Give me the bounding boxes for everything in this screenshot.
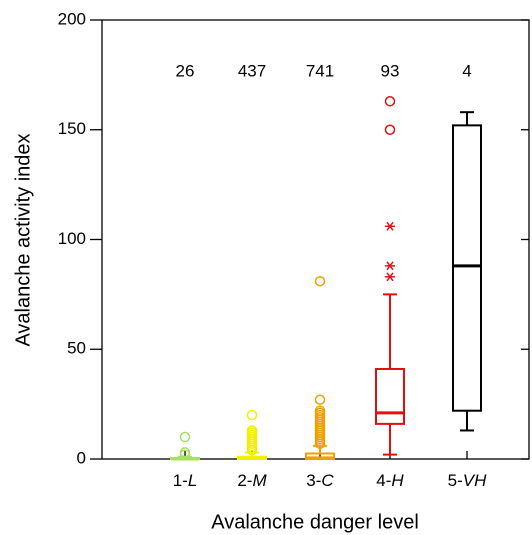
outlier: [384, 124, 396, 135]
x-tick-label-part: 4-: [376, 471, 391, 490]
x-tick-label: 4-H: [376, 471, 404, 490]
extreme-outlier: [385, 272, 395, 282]
count-label: 93: [381, 61, 400, 80]
y-tick-label: 200: [58, 9, 86, 28]
extreme-outlier: [385, 261, 395, 271]
extreme-outlier: [385, 221, 395, 231]
outlier: [314, 394, 326, 405]
x-tick-label: 2-M: [237, 471, 267, 490]
count-label: 26: [176, 61, 195, 80]
outlier: [246, 444, 258, 456]
extreme-stroke: [386, 272, 394, 282]
x-tick-label: 1-L: [173, 471, 198, 490]
outlier: [179, 449, 191, 460]
x-tick-label-part: 5-: [448, 471, 463, 490]
x-axis-title: Avalanche danger level: [211, 511, 419, 533]
outlier: [314, 438, 326, 449]
x-tick-label-part: 2-: [237, 471, 252, 490]
outlier: [246, 409, 258, 421]
extreme-stroke: [386, 261, 394, 271]
y-axis-title: Avalanche activity index: [12, 133, 34, 346]
y-tick-label: 0: [77, 448, 86, 467]
count-label: 437: [238, 61, 266, 80]
plot-frame: [101, 19, 530, 460]
count-label: 4: [462, 61, 471, 80]
x-tick-label-part: L: [188, 471, 197, 490]
box: [375, 368, 405, 425]
y-tick-label: 50: [67, 339, 86, 358]
box: [452, 124, 482, 412]
y-tick-label: 150: [58, 119, 86, 138]
x-tick-label-part: C: [321, 471, 334, 490]
outlier: [314, 275, 326, 287]
x-tick-label-part: 1-: [173, 471, 188, 490]
count-label: 741: [306, 61, 334, 80]
x-tick-label-part: 3-: [306, 471, 321, 490]
x-tick-label-part: M: [252, 471, 267, 490]
x-tick-label: 5-VH: [448, 471, 487, 490]
x-tick-label: 3-C: [306, 471, 334, 490]
extreme-stroke: [386, 221, 394, 231]
x-tick-label-part: VH: [463, 471, 487, 490]
outlier: [179, 431, 191, 443]
y-tick-label: 100: [58, 229, 86, 248]
x-tick-label-part: H: [391, 471, 404, 490]
outlier: [384, 95, 396, 107]
